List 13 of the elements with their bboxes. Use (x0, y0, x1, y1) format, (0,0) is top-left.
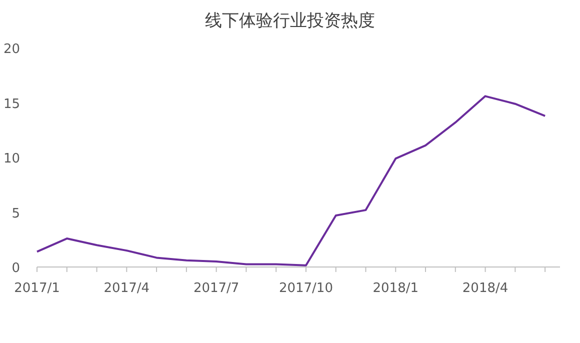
y-tick-label: 15 (3, 96, 20, 112)
chart-title: 线下体验行业投资热度 (205, 11, 375, 31)
y-tick-label: 20 (3, 42, 20, 57)
x-tick-label: 2017/4 (104, 281, 150, 296)
x-tick-label: 2017/1 (14, 281, 60, 296)
x-tick-label: 2018/1 (372, 281, 419, 296)
y-tick-label: 5 (12, 206, 20, 222)
x-tick-label: 2017/7 (193, 281, 240, 296)
y-tick-label: 0 (12, 261, 20, 276)
x-tick-label: 2018/4 (462, 281, 508, 296)
x-tick-label: 2017/10 (278, 281, 333, 296)
line-series (36, 95, 546, 266)
y-tick-label: 10 (3, 152, 20, 166)
